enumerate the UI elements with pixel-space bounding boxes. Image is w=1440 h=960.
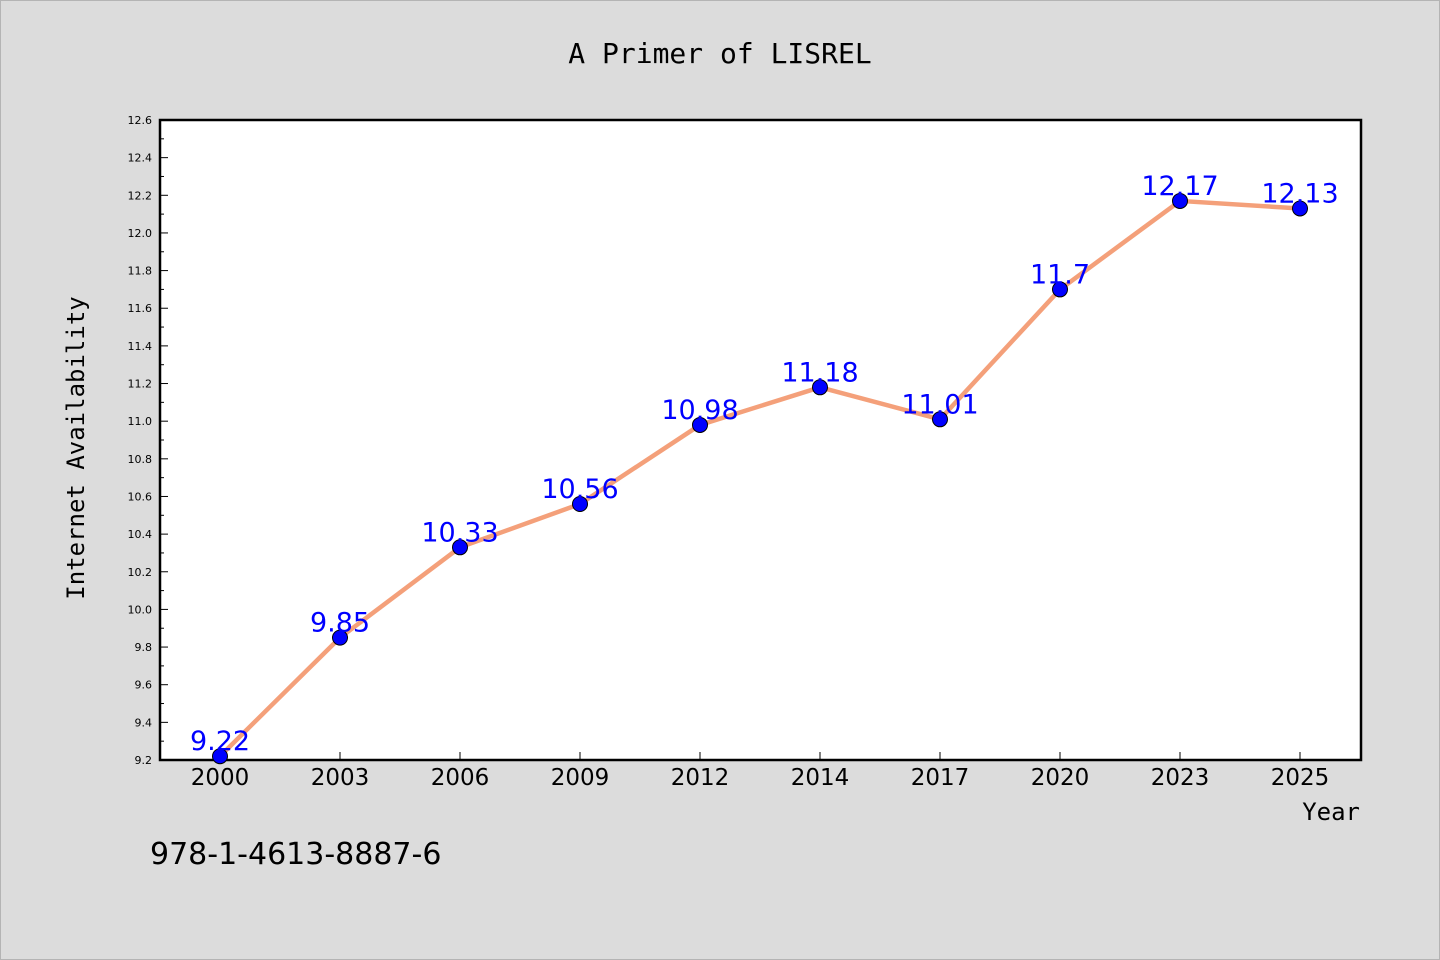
data-point-marker — [1052, 281, 1068, 298]
y-tick-label: 10.2 — [128, 566, 153, 579]
data-label: 10.56 — [541, 474, 618, 505]
isbn-text: 978-1-4613-8887-6 — [150, 837, 441, 872]
y-tick-label: 10.4 — [128, 528, 153, 541]
x-axis-label: Year — [1302, 798, 1360, 826]
y-tick-label: 9.6 — [135, 679, 153, 692]
y-tick-label: 10.0 — [128, 603, 153, 616]
data-point-marker — [452, 539, 468, 556]
chart-title: A Primer of LISREL — [568, 37, 871, 70]
data-point-marker — [692, 416, 708, 433]
y-tick-label: 11.2 — [128, 378, 153, 391]
y-axis-label: Internet Availability — [62, 296, 90, 599]
y-tick-label: 10.6 — [128, 490, 153, 503]
x-axis: 2000 2003 2006 2009 2012 2014 2017 2020 2023 2025 — [191, 752, 1330, 791]
data-label: 10.98 — [661, 395, 738, 426]
y-tick-label: 12.0 — [128, 227, 153, 240]
data-point-marker — [1172, 192, 1188, 209]
data-label: 9.85 — [310, 608, 370, 639]
data-label: 12.17 — [1141, 171, 1218, 202]
x-tick-label: 2017 — [911, 765, 970, 791]
x-tick-label: 2012 — [671, 765, 730, 791]
x-tick-label: 2020 — [1031, 765, 1090, 791]
data-point-marker — [1292, 200, 1308, 217]
data-label: 9.22 — [190, 726, 250, 757]
x-tick-label: 2025 — [1271, 765, 1330, 791]
data-point-marker — [812, 379, 828, 396]
data-label: 11.18 — [781, 357, 858, 388]
y-tick-label: 9.8 — [135, 641, 153, 654]
plot-area — [158, 118, 1363, 762]
y-tick-label: 12.4 — [128, 152, 153, 165]
x-tick-label: 2000 — [191, 765, 250, 791]
y-axis: 9.2 9.4 9.6 9.8 10.0 10.2 10.4 10.6 10.8 11.0 11.2… — [128, 114, 168, 767]
y-tick-label: 11.0 — [128, 415, 153, 428]
data-label: 12.13 — [1261, 178, 1338, 209]
y-tick-label: 11.8 — [128, 265, 153, 278]
y-tick-label: 9.2 — [135, 754, 153, 767]
y-tick-label: 10.8 — [128, 453, 153, 466]
series-line-group: 9.22 9.85 10.33 10.56 10.98 11.18 11.01 11.7 12.… — [190, 171, 1339, 765]
data-label: 11.7 — [1030, 259, 1090, 290]
x-tick-label: 2006 — [431, 765, 490, 791]
data-point-marker — [332, 629, 348, 646]
data-point-marker — [932, 411, 948, 428]
series-line — [217, 198, 1303, 759]
y-tick-label: 9.4 — [135, 716, 153, 729]
y-tick-label: 12.2 — [128, 189, 153, 202]
data-label: 10.33 — [421, 517, 498, 548]
x-tick-label: 2003 — [311, 765, 370, 791]
data-point-marker — [572, 496, 588, 512]
data-point-marker — [212, 748, 228, 765]
data-label: 11.01 — [901, 389, 978, 420]
y-tick-label: 12.6 — [128, 114, 153, 127]
x-tick-label: 2014 — [791, 765, 850, 791]
x-tick-label: 2009 — [551, 765, 610, 791]
x-tick-label: 2023 — [1151, 765, 1210, 791]
y-tick-label: 11.6 — [128, 302, 153, 315]
y-tick-label: 11.4 — [128, 340, 153, 353]
